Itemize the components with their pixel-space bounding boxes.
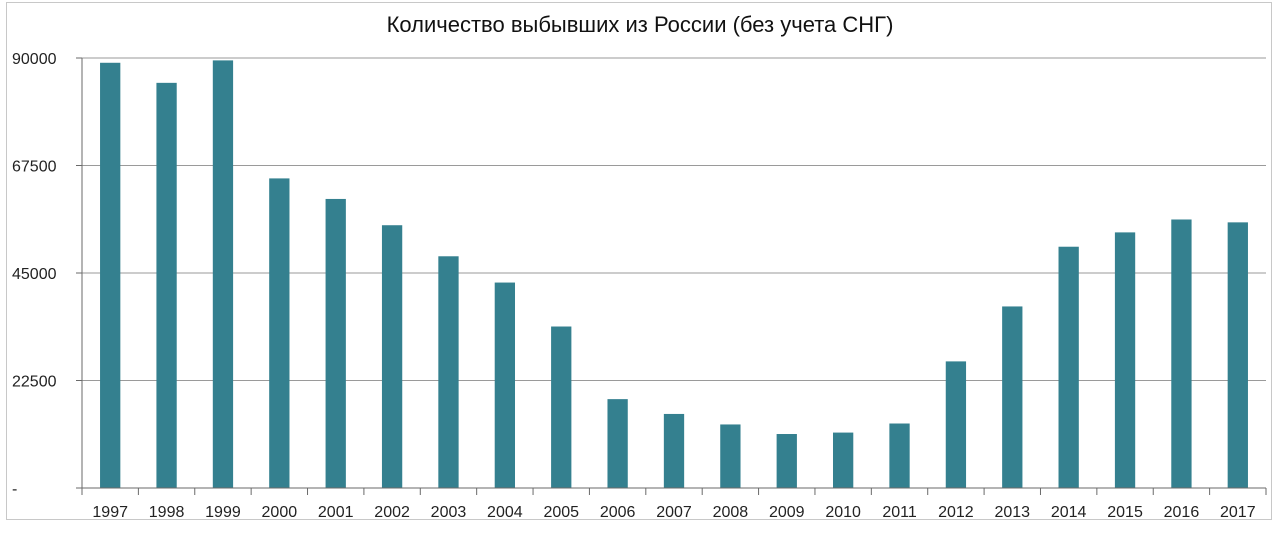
y-tick-label: 45000: [12, 266, 57, 283]
x-tick-label: 2015: [1107, 504, 1143, 521]
bar-2001: [325, 198, 346, 488]
bar-1999: [212, 60, 234, 489]
y-tick-label: 67500: [12, 159, 57, 176]
chart-frame: [6, 2, 1272, 520]
bar-2016: [1171, 219, 1192, 488]
chart-title: Количество выбывших из России (без учета…: [386, 12, 894, 37]
axes: - 22500 45000 67500 90000 1997 1998 1999 2000 200…: [12, 51, 1267, 521]
bar-2012: [945, 361, 967, 488]
x-tick-label: 2005: [543, 504, 579, 521]
x-tick-label: 2010: [825, 504, 861, 521]
bar-1998: [156, 82, 177, 488]
x-tick-label: 2014: [1051, 504, 1087, 521]
bar-2005: [551, 326, 572, 488]
x-tick-label: 2006: [600, 504, 636, 521]
x-tick-label: 2004: [487, 504, 523, 521]
x-tick-label: 2016: [1164, 504, 1200, 521]
x-tick-label: 1997: [92, 504, 128, 521]
bar-2006: [607, 399, 628, 488]
y-tick-label: -: [12, 481, 17, 498]
bar-2003: [438, 256, 459, 488]
bar-2010: [832, 432, 854, 488]
bar-2002: [381, 225, 403, 488]
x-tick-label: 1999: [205, 504, 241, 521]
y-tick-label: 90000: [12, 51, 57, 68]
bar-1997: [100, 62, 121, 489]
x-tick-label: 2000: [262, 504, 298, 521]
bar-2000: [269, 178, 290, 488]
x-tick-label: 1998: [149, 504, 185, 521]
bar-2007: [663, 413, 685, 488]
x-tick-label: 2002: [374, 504, 410, 521]
x-tick-label: 2012: [938, 504, 974, 521]
bar-2004: [494, 282, 516, 488]
x-tick-label: 2001: [318, 504, 354, 521]
bar-2015: [1114, 232, 1136, 488]
y-tick-label: 22500: [12, 374, 57, 391]
bar-2008: [720, 424, 741, 488]
bar-2013: [1002, 306, 1023, 488]
bar-2009: [776, 434, 797, 488]
bar-2014: [1058, 246, 1079, 488]
x-tick-label: 2017: [1220, 504, 1256, 521]
x-tick-label: 2011: [882, 504, 917, 521]
x-tick-label: 2003: [431, 504, 467, 521]
x-tick-label: 2009: [769, 504, 805, 521]
x-tick-label: 2008: [713, 504, 749, 521]
x-tick-label: 2013: [994, 504, 1030, 521]
bars: [100, 60, 1248, 489]
x-tick-label: 2007: [656, 504, 692, 521]
bar-2011: [889, 423, 910, 488]
bar-2017: [1227, 222, 1248, 488]
